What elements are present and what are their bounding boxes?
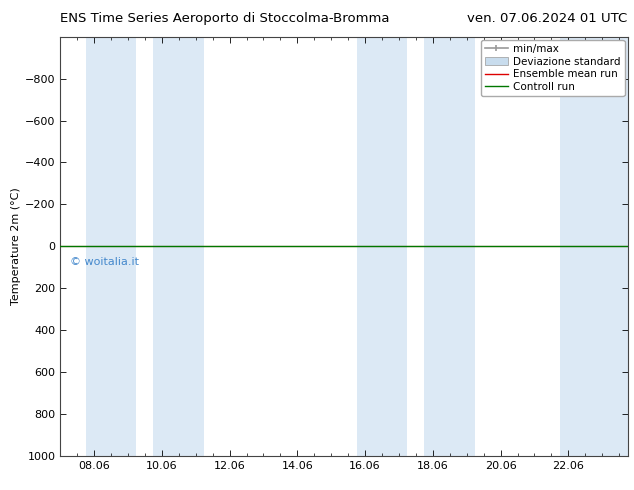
Y-axis label: Temperature 2m (°C): Temperature 2m (°C)	[11, 187, 21, 305]
Bar	[357, 37, 408, 456]
Bar	[86, 37, 136, 456]
Bar	[560, 37, 611, 456]
Text: ENS Time Series Aeroporto di Stoccolma-Bromma: ENS Time Series Aeroporto di Stoccolma-B…	[60, 12, 390, 25]
Bar	[424, 37, 476, 456]
Bar	[611, 37, 628, 456]
Bar	[153, 37, 204, 456]
Text: © woitalia.it: © woitalia.it	[70, 257, 139, 267]
Text: ven. 07.06.2024 01 UTC: ven. 07.06.2024 01 UTC	[467, 12, 628, 25]
Legend: min/max, Deviazione standard, Ensemble mean run, Controll run: min/max, Deviazione standard, Ensemble m…	[481, 40, 624, 96]
